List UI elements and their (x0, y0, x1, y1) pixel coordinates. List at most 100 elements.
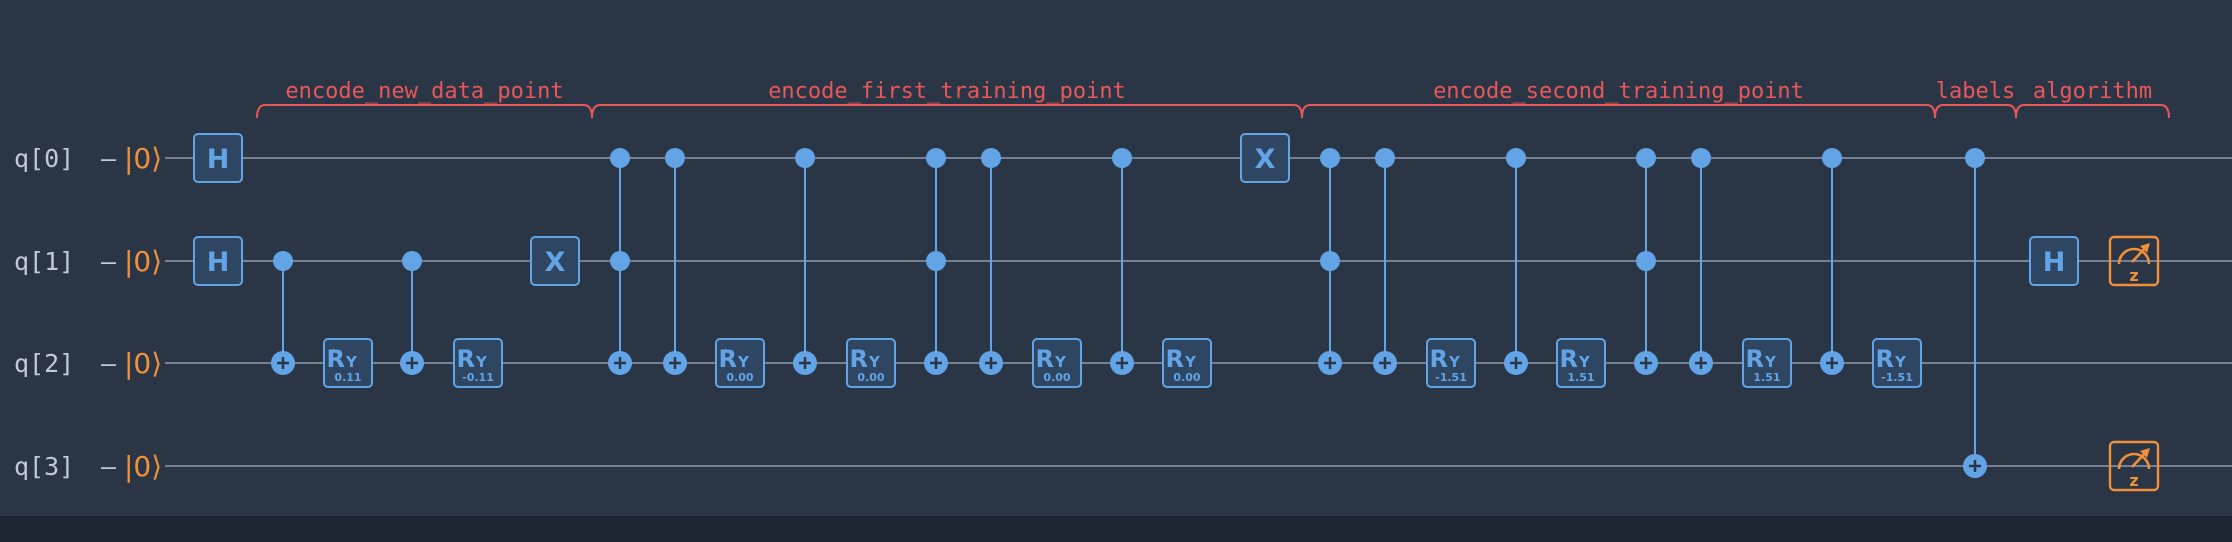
gate-subscript: Y (868, 353, 881, 371)
gate-parameter: -1.51 (1881, 371, 1913, 384)
gate-label: X (545, 247, 566, 278)
qubit-label: q[0] (14, 144, 74, 173)
target-icon (608, 351, 632, 375)
section-bracket (256, 104, 593, 119)
target-icon (1963, 454, 1987, 478)
gate-subscript: Y (737, 353, 750, 371)
hadamard-gate: H (193, 133, 243, 183)
qubit-dash: – (101, 452, 117, 481)
ry-gate: R Y1.51 (1742, 338, 1792, 388)
target-icon (1504, 351, 1528, 375)
gate-label: R (1166, 345, 1184, 373)
qubit-initial-state: |0⟩ (124, 347, 162, 380)
control-dot (402, 251, 422, 271)
section-bracket (2015, 104, 2170, 119)
gate-label: R (327, 345, 345, 373)
gate-label: R (850, 345, 868, 373)
qubit-label: q[1] (14, 247, 74, 276)
control-dot (1822, 148, 1842, 168)
pauli-x-gate: X (1240, 133, 1290, 183)
gate-label: R (1876, 345, 1894, 373)
section-label: algorithm (2033, 79, 2152, 104)
target-icon (924, 351, 948, 375)
control-dot (665, 148, 685, 168)
target-icon (979, 351, 1003, 375)
ry-gate: R Y0.00 (1162, 338, 1212, 388)
gate-label: R (457, 345, 475, 373)
gate-parameter: -1.51 (1435, 371, 1467, 384)
control-dot (1320, 148, 1340, 168)
control-dot (610, 251, 630, 271)
control-dot (1636, 148, 1656, 168)
gate-label: H (207, 247, 230, 278)
target-icon (400, 351, 424, 375)
control-dot (926, 148, 946, 168)
ry-gate: R Y0.00 (846, 338, 896, 388)
control-dot (1965, 148, 1985, 168)
gate-parameter: -0.11 (462, 371, 494, 384)
pauli-x-gate: X (530, 236, 580, 286)
gate-label: H (2043, 247, 2066, 278)
gate-subscript: Y (1578, 353, 1591, 371)
control-dot (1112, 148, 1132, 168)
qubit-labels: q[0] – |0⟩q[1] – |0⟩q[2] – |0⟩q[3] – |0⟩ (14, 142, 162, 483)
qubit-initial-state: |0⟩ (124, 142, 162, 175)
section-bracket (1301, 104, 1936, 119)
qubit-initial-state: |0⟩ (124, 450, 162, 483)
gate-label: R (1036, 345, 1054, 373)
ry-gate: R Y-1.51 (1872, 338, 1922, 388)
control-dot (1375, 148, 1395, 168)
control-dot (926, 251, 946, 271)
target-icon (1110, 351, 1134, 375)
gate-subscript: Y (1764, 353, 1777, 371)
control-dot (1691, 148, 1711, 168)
target-icon (1820, 351, 1844, 375)
measure-basis-label: z (2129, 471, 2138, 490)
ry-gate: R Y1.51 (1556, 338, 1606, 388)
target-icon (793, 351, 817, 375)
gate-subscript: Y (1448, 353, 1461, 371)
qubit-initial-state: |0⟩ (124, 245, 162, 278)
gate-parameter: 0.11 (334, 371, 361, 384)
gate-subscript: Y (1894, 353, 1907, 371)
qubit-label: q[2] (14, 349, 74, 378)
control-dot (981, 148, 1001, 168)
gate-label: R (1560, 345, 1578, 373)
gauge-icon (2117, 247, 2151, 265)
gate-parameter: 1.51 (1567, 371, 1594, 384)
gate-subscript: Y (1184, 353, 1197, 371)
section-label: encode_first_training_point (768, 79, 1126, 104)
gate-label: R (1746, 345, 1764, 373)
measure-gate: z (2108, 440, 2160, 492)
section-bracket (1934, 104, 2017, 119)
gate-label: H (207, 144, 230, 175)
target-icon (1318, 351, 1342, 375)
section-label: encode_second_training_point (1433, 79, 1804, 104)
gate-parameter: 1.51 (1753, 371, 1780, 384)
ry-gate: R Y-0.11 (453, 338, 503, 388)
qubit-wires (165, 157, 2232, 467)
section-bracket (591, 104, 1303, 119)
gate-parameter: 0.00 (857, 371, 884, 384)
gate-label: R (719, 345, 737, 373)
qubit-dash: – (101, 247, 117, 276)
control-dot (273, 251, 293, 271)
control-dot (610, 148, 630, 168)
status-bar (0, 516, 2232, 542)
measure-basis-label: z (2129, 266, 2138, 285)
section-brackets: encode_new_data_point encode_first_traini… (256, 79, 2170, 119)
qubit-dash: – (101, 144, 117, 173)
target-icon (1373, 351, 1397, 375)
control-dot (1320, 251, 1340, 271)
control-dot (1636, 251, 1656, 271)
control-dot (1506, 148, 1526, 168)
gate-parameter: 0.00 (1043, 371, 1070, 384)
ry-gate: R Y0.00 (715, 338, 765, 388)
target-icon (663, 351, 687, 375)
ry-gate: R Y-1.51 (1426, 338, 1476, 388)
ry-gate: R Y0.11 (323, 338, 373, 388)
gauge-icon (2117, 452, 2151, 470)
gate-subscript: Y (1054, 353, 1067, 371)
